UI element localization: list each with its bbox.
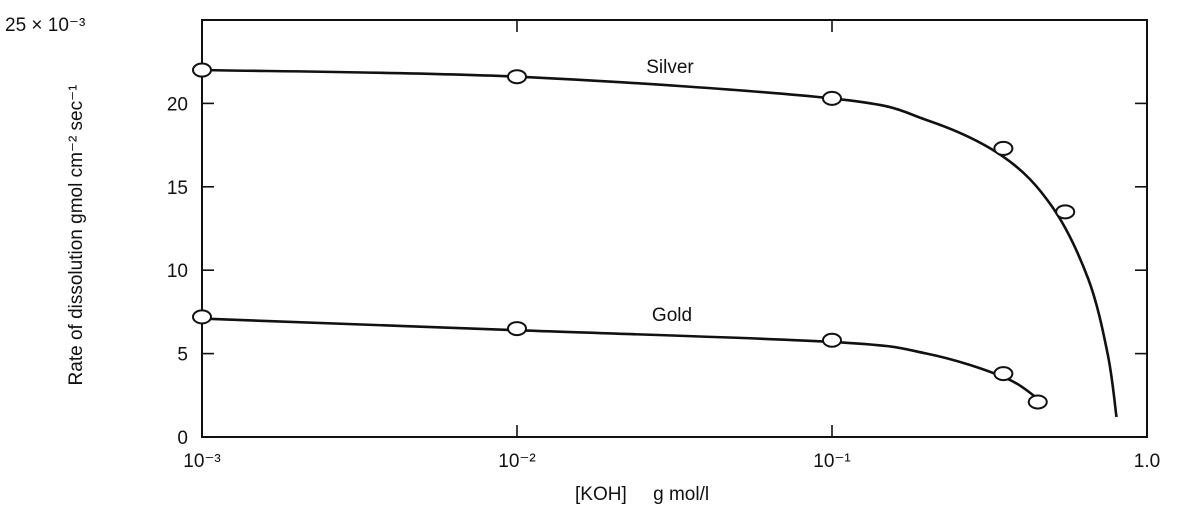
silver-data-point	[507, 69, 527, 85]
axis-ticks-group: 10⁻³ 10⁻² 10⁻¹ 1.0 0 5 10 15 20	[167, 20, 1160, 472]
gold-series-label: Gold	[652, 305, 692, 326]
y-tick-label: 10	[167, 261, 188, 282]
silver-data-point	[1055, 204, 1076, 220]
silver-series-label: Silver	[646, 57, 694, 78]
y-tick-label: 5	[177, 345, 188, 366]
gold-data-point	[1027, 394, 1048, 410]
curves-group	[201, 68, 1118, 418]
gold-data-point	[993, 366, 1014, 382]
gold-curve	[201, 317, 1039, 400]
silver-data-point	[822, 90, 842, 106]
x-tick-label: 10⁻²	[498, 451, 536, 472]
silver-data-point	[993, 140, 1014, 156]
y-tick-label: 15	[167, 178, 188, 199]
x-tick-label: 10⁻³	[183, 451, 221, 472]
y-tick-label: 20	[167, 94, 188, 115]
gold-data-point	[507, 321, 527, 337]
labels-group: 25 × 10⁻³ [KOH] g mol/l Rate of dissolut…	[5, 15, 709, 505]
markers-group	[192, 62, 1076, 410]
y-tick-label: 0	[177, 428, 188, 449]
x-axis-title: [KOH] g mol/l	[575, 484, 709, 505]
silver-data-point	[192, 62, 212, 78]
plot-frame-group	[201, 19, 1148, 438]
x-tick-label: 10⁻¹	[813, 451, 851, 472]
plot-area-frame	[201, 19, 1148, 438]
x-tick-label: 1.0	[1134, 451, 1160, 472]
gold-data-point	[822, 332, 842, 348]
y-axis-title: Rate of dissolution gmol cm⁻² sec⁻¹	[66, 85, 87, 386]
y-multiplier-label: 25 × 10⁻³	[5, 15, 85, 36]
silver-curve	[201, 68, 1118, 418]
gold-data-point	[192, 309, 212, 325]
